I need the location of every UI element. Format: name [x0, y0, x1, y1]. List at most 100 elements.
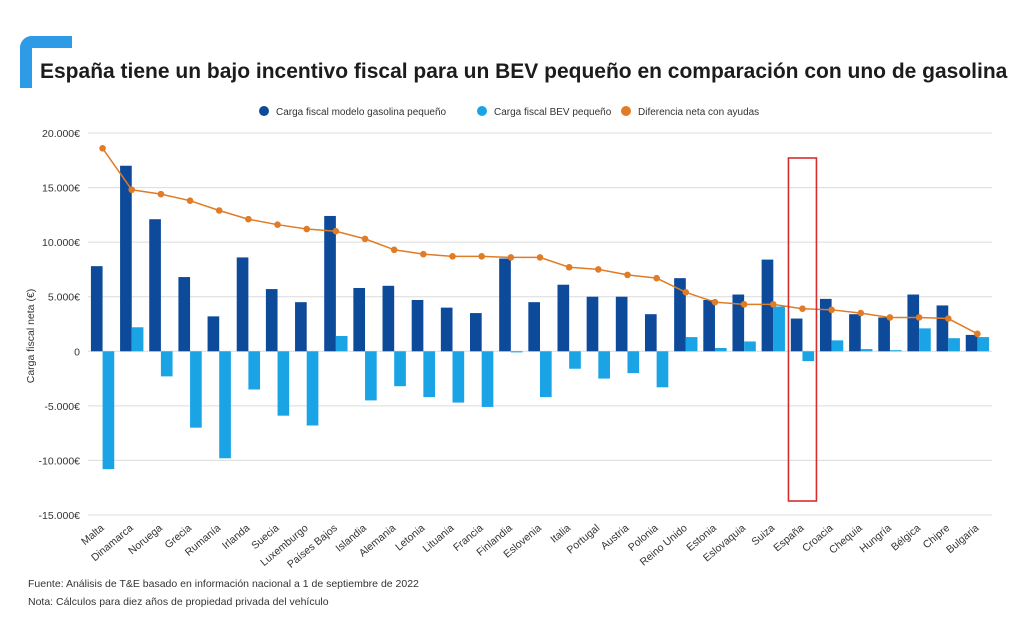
legend-label: Carga fiscal modelo gasolina pequeño — [276, 107, 447, 118]
bar-bev — [773, 306, 785, 352]
bar-bev — [948, 338, 960, 352]
bar-petrol — [557, 284, 570, 352]
bar-petrol — [120, 165, 132, 352]
title-accent-bracket — [20, 36, 72, 88]
bar-bev — [248, 351, 261, 390]
bar-bev — [160, 351, 173, 377]
legend-label: Diferencia neta con ayudas — [638, 107, 759, 118]
legend-marker — [259, 106, 269, 116]
bar-petrol — [615, 296, 628, 352]
y-tick-label: 15.000€ — [42, 183, 80, 195]
bar-bev — [481, 351, 494, 407]
x-category-label: Bulgaria — [944, 522, 981, 556]
difference-point — [799, 305, 806, 313]
bar-petrol — [819, 298, 832, 352]
bar-petrol — [90, 266, 103, 352]
highlight — [787, 157, 818, 502]
bar-bev — [510, 351, 523, 353]
difference-point — [449, 253, 456, 260]
highlight-box-espana — [787, 157, 818, 502]
chart-title: España tiene un bajo incentivo fiscal pa… — [40, 60, 1008, 83]
bar-bev — [714, 348, 727, 352]
bar-petrol — [849, 314, 861, 352]
bar-bev — [131, 327, 144, 352]
bar-petrol — [178, 277, 191, 352]
y-axis: 20.000€ 15.000€ 10.000€ 5.000€ 0 -5.000€ -10.0… — [25, 128, 80, 522]
difference-line — [99, 144, 981, 338]
bars — [90, 165, 990, 470]
x-category-label: Portugal — [565, 522, 603, 556]
bar-bev — [394, 351, 406, 387]
bar-bev — [277, 351, 290, 416]
bar-petrol — [790, 318, 803, 352]
difference-point — [186, 197, 194, 204]
legend: Carga fiscal modelo gasolina pequeño Carg… — [259, 106, 759, 118]
bar-petrol — [382, 285, 395, 352]
bar-petrol — [907, 294, 920, 352]
difference-point — [361, 235, 369, 243]
bar-bev — [540, 351, 552, 398]
bar-bev — [977, 337, 990, 352]
bar-bev — [860, 349, 873, 352]
legend-label: Carga fiscal BEV pequeño — [494, 107, 612, 118]
source-note: Fuente: Análisis de T&E basado en inform… — [28, 578, 419, 590]
bar-bev — [365, 351, 377, 401]
x-axis: MaltaDinamarcaNoruegaGreciaRumaníaIrland… — [79, 522, 981, 571]
difference-point — [886, 314, 894, 321]
bar-bev — [423, 351, 436, 398]
y-tick-label: -15.000€ — [39, 510, 81, 522]
y-tick-label: 20.000€ — [42, 128, 80, 140]
bar-petrol — [528, 302, 540, 352]
difference-point — [507, 254, 515, 261]
bar-petrol — [878, 317, 890, 352]
difference-point — [303, 225, 311, 233]
bar-bev — [306, 351, 319, 426]
difference-point — [595, 266, 602, 273]
bar-petrol — [761, 259, 774, 352]
difference-point — [390, 246, 398, 254]
bar-bev — [656, 351, 669, 388]
bar-petrol — [644, 314, 657, 352]
difference-point — [128, 186, 136, 194]
bar-bev — [744, 341, 756, 352]
bar-petrol — [236, 257, 249, 352]
bar-petrol — [732, 294, 745, 352]
difference-point — [420, 250, 427, 258]
difference-point — [274, 221, 281, 228]
bar-petrol — [295, 302, 307, 352]
bar-bev — [919, 328, 931, 352]
bar-bev — [190, 351, 202, 428]
bar-bev — [831, 340, 844, 352]
bar-petrol — [965, 334, 978, 352]
difference-point — [565, 263, 573, 271]
x-category-label: Bélgica — [889, 522, 923, 553]
difference-point — [99, 144, 106, 152]
difference-point — [769, 301, 777, 308]
difference-point — [740, 301, 748, 308]
difference-point — [245, 215, 252, 223]
x-category-label: Austria — [599, 522, 632, 552]
y-tick-label: -5.000€ — [44, 401, 80, 413]
y-tick-label: -10.000€ — [39, 455, 81, 467]
bar-bev — [627, 351, 640, 374]
x-category-label: Lituania — [421, 522, 457, 555]
x-category-label: Chequia — [827, 522, 865, 556]
bar-bev — [685, 337, 698, 352]
bar-petrol — [499, 258, 511, 352]
bar-petrol — [353, 287, 366, 352]
difference-point — [653, 274, 660, 282]
bar-petrol — [207, 316, 220, 352]
bar-bev — [335, 336, 348, 352]
bar-bev — [569, 351, 581, 369]
difference-point — [711, 298, 719, 306]
x-category-label: España — [771, 522, 806, 554]
difference-point — [624, 271, 631, 279]
bar-bev — [102, 351, 115, 470]
bar-bev — [598, 351, 610, 379]
bar-petrol — [674, 278, 686, 352]
bar-petrol — [440, 307, 453, 352]
bar-petrol — [411, 299, 424, 352]
difference-point — [536, 254, 544, 261]
bar-petrol — [703, 299, 715, 352]
